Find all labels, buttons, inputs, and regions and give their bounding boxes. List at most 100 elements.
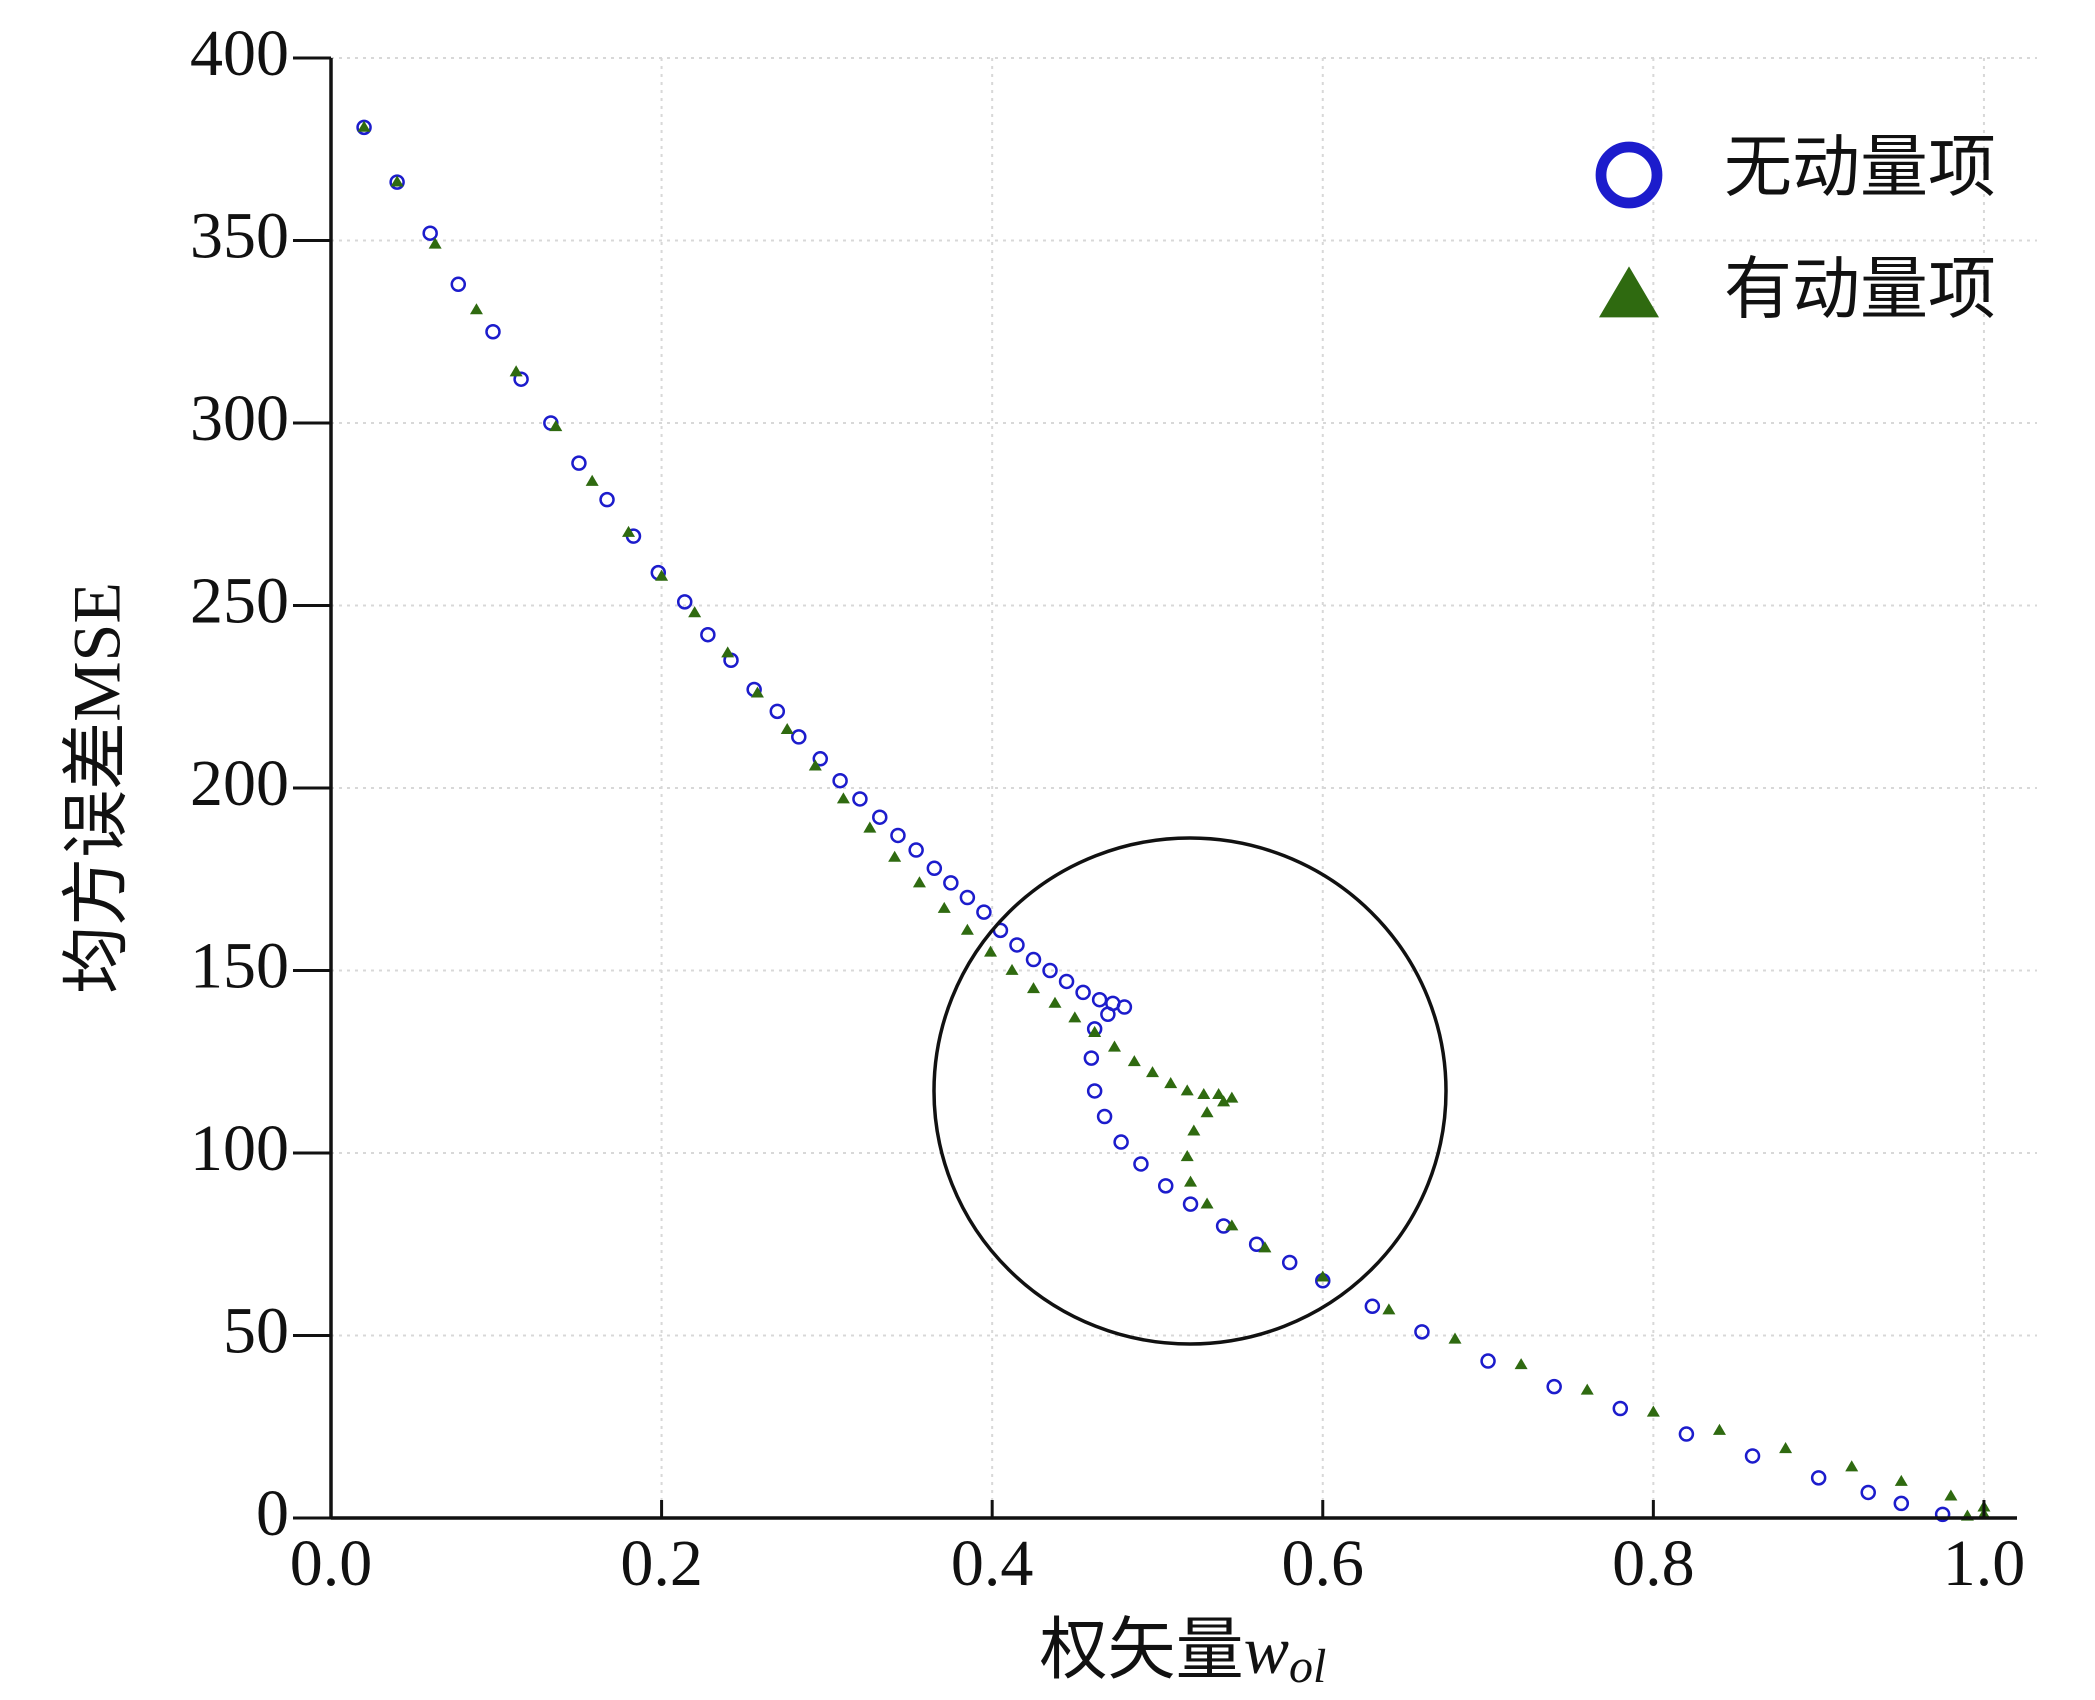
- circle-marker: [1100, 1006, 1116, 1023]
- triangle-marker: [1200, 1197, 1214, 1209]
- y-tick-label: 300: [190, 382, 289, 455]
- triangle-marker: [750, 686, 764, 698]
- triangle-marker: [1225, 1219, 1239, 1231]
- triangle-marker: [688, 606, 702, 618]
- circle-marker: [908, 842, 924, 858]
- triangle-marker: [912, 876, 926, 888]
- triangle-marker: [655, 569, 669, 581]
- circle-marker: [599, 491, 615, 508]
- circle-marker: [1744, 1448, 1761, 1464]
- triangle-marker: [721, 646, 735, 658]
- circle-marker: [769, 703, 786, 720]
- y-tick-label: 350: [190, 200, 289, 273]
- triangle-marker: [1712, 1423, 1726, 1435]
- circle-marker: [1546, 1378, 1562, 1395]
- circle-marker: [1058, 973, 1075, 990]
- legend-marker: [1595, 141, 1663, 209]
- circle-marker: [943, 875, 959, 891]
- triangle-marker: [469, 303, 483, 315]
- circle-marker: [1480, 1353, 1496, 1369]
- circle-marker: [1042, 962, 1058, 979]
- circle-marker: [1364, 1298, 1381, 1315]
- legend-label: 无动量项: [1724, 130, 1996, 206]
- circle-marker: [1678, 1426, 1695, 1442]
- circle-marker: [1091, 991, 1108, 1008]
- circle-marker: [571, 455, 587, 471]
- circle-marker: [1133, 1156, 1149, 1172]
- triangle-marker: [1048, 996, 1062, 1008]
- x-tick-label: 0.4: [951, 1527, 1034, 1600]
- y-tick-label: 250: [190, 565, 289, 638]
- circle-marker: [1075, 984, 1091, 1001]
- triangle-marker: [585, 474, 599, 486]
- triangle-marker: [622, 525, 636, 537]
- triangle-marker: [1088, 1025, 1102, 1037]
- triangle-marker: [1225, 1091, 1239, 1103]
- circle-marker: [422, 225, 438, 241]
- triangle-marker: [836, 792, 850, 804]
- circle-marker: [1893, 1495, 1910, 1512]
- triangle-marker: [1187, 1124, 1201, 1136]
- y-tick-label: 400: [190, 17, 289, 90]
- triangle-marker: [937, 901, 951, 913]
- triangle-marker: [357, 120, 371, 132]
- circle-marker: [791, 729, 807, 745]
- triangle-marker: [1164, 1077, 1178, 1089]
- triangle-marker: [509, 365, 523, 377]
- triangle-marker: [1217, 1095, 1231, 1107]
- triangle-marker: [1127, 1055, 1141, 1067]
- y-tick-label: 100: [190, 1112, 289, 1185]
- circle-marker: [1096, 1108, 1113, 1125]
- triangle-marker: [1107, 1040, 1121, 1052]
- triangle-marker: [1514, 1358, 1528, 1370]
- circle-marker: [1860, 1484, 1876, 1501]
- triangle-marker: [390, 175, 404, 187]
- circle-marker: [1086, 1083, 1103, 1099]
- circle-marker: [1612, 1400, 1629, 1417]
- triangle-marker: [1779, 1442, 1793, 1454]
- circle-marker: [812, 751, 829, 767]
- circle-marker: [450, 276, 467, 293]
- triangle-marker: [1382, 1303, 1396, 1315]
- circle-marker: [676, 594, 693, 610]
- triangle-marker: [1068, 1011, 1082, 1023]
- circle-marker: [959, 889, 976, 906]
- triangle-marker: [984, 945, 998, 957]
- triangle-marker: [1258, 1241, 1272, 1253]
- circle-marker: [1810, 1470, 1827, 1486]
- x-label-text: 权矢量: [1040, 1612, 1244, 1688]
- y-tick-label: 150: [190, 930, 289, 1003]
- triangle-marker: [888, 850, 902, 862]
- circle-marker: [1025, 951, 1042, 968]
- x-label-var: w: [1244, 1612, 1289, 1688]
- triangle-marker: [1212, 1087, 1226, 1100]
- triangle-marker: [863, 821, 877, 833]
- x-tick-label: 0.2: [620, 1527, 703, 1600]
- y-tick-label: 200: [190, 747, 289, 820]
- circle-marker: [1248, 1236, 1265, 1252]
- x-tick-label: 0.8: [1612, 1527, 1695, 1600]
- circle-marker: [890, 827, 906, 844]
- circle-marker: [513, 371, 529, 387]
- triangle-marker: [1146, 1066, 1160, 1078]
- circle-marker: [485, 324, 501, 340]
- triangle-marker: [1448, 1332, 1462, 1344]
- circle-marker: [1157, 1178, 1174, 1194]
- legend-label: 有动量项: [1724, 252, 1996, 328]
- triangle-marker: [428, 237, 442, 249]
- circle-marker: [976, 904, 992, 920]
- triangle-marker: [1580, 1383, 1594, 1395]
- x-tick-label: 0.6: [1282, 1527, 1365, 1600]
- triangle-marker: [780, 722, 794, 735]
- circle-marker: [700, 626, 716, 643]
- x-tick-label: 0.0: [290, 1527, 373, 1600]
- circle-marker: [852, 791, 868, 807]
- y-axis-label: 均方误差MSE: [59, 582, 135, 994]
- circle-marker: [832, 772, 848, 789]
- highlight-circle: [932, 836, 1448, 1346]
- triangle-marker: [808, 759, 822, 771]
- triangle-marker: [1005, 963, 1019, 975]
- triangle-marker: [1894, 1474, 1908, 1486]
- triangle-marker: [1184, 1175, 1198, 1187]
